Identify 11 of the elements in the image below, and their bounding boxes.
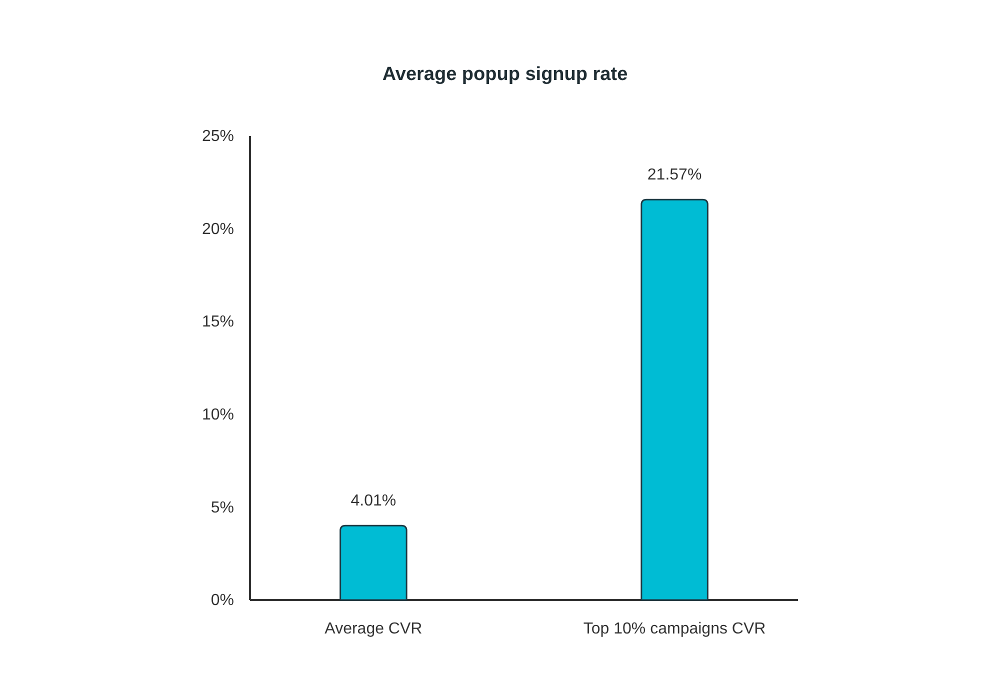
chart-title: Average popup signup rate bbox=[382, 64, 628, 85]
y-tick-label: 15% bbox=[202, 314, 234, 331]
y-tick-label: 25% bbox=[202, 128, 234, 146]
x-tick-label: Average CVR bbox=[324, 620, 422, 638]
y-tick-label: 10% bbox=[202, 406, 234, 424]
data-label: 4.01% bbox=[350, 492, 396, 510]
y-tick-label: 20% bbox=[202, 220, 234, 238]
y-tick-label: 5% bbox=[210, 499, 234, 516]
y-tick-label: 0% bbox=[210, 592, 234, 610]
data-label: 21.57% bbox=[647, 166, 702, 184]
x-tick-label: Top 10% campaigns CVR bbox=[583, 620, 766, 638]
